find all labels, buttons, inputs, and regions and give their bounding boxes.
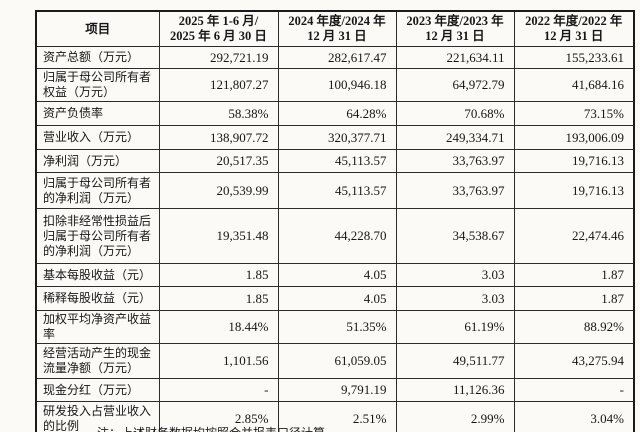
- table-row: 研发投入占营业收入的比例 2.85% 2.51% 2.99% 3.04%: [35, 401, 635, 432]
- header-line: 2023 年度/2023 年: [406, 14, 504, 28]
- header-line: 2025 年 1-6 月/: [178, 14, 259, 28]
- table-cell: 3.04%: [513, 401, 635, 432]
- table-cell: 1.87: [513, 263, 635, 287]
- table-cell: 58.38%: [158, 101, 279, 126]
- row-label: 扣除非经常性损益后归属于母公司所有者的净利润（万元）: [35, 208, 160, 264]
- table-cell: 100,946.18: [277, 68, 397, 102]
- column-header-item: 项目: [35, 10, 160, 47]
- table-cell: -: [513, 378, 635, 402]
- table-cell: 88.92%: [513, 310, 635, 344]
- table-cell: 34,538.67: [395, 208, 515, 264]
- table-cell: 18.44%: [158, 310, 279, 344]
- table-cell: 49,511.77: [395, 343, 515, 379]
- table-cell: 20,539.99: [158, 172, 279, 209]
- table-row: 基本每股收益（元） 1.85 4.05 3.03 1.87: [35, 263, 635, 287]
- table-cell: 11,126.36: [395, 378, 515, 402]
- row-label: 资产总额（万元）: [35, 46, 160, 69]
- table-cell: 70.68%: [395, 101, 515, 126]
- table-row: 加权平均净资产收益率 18.44% 51.35% 61.19% 88.92%: [35, 310, 635, 344]
- header-line: 12 月 31 日: [307, 29, 367, 43]
- table-cell: 51.35%: [277, 310, 397, 344]
- table-cell: 193,006.09: [513, 125, 635, 150]
- table-cell: 22,474.46: [513, 208, 635, 264]
- table-cell: 64.28%: [277, 101, 397, 126]
- table-cell: 1.85: [158, 286, 279, 311]
- header-line: 12 月 31 日: [425, 29, 485, 43]
- column-header-2023: 2023 年度/2023 年 12 月 31 日: [395, 10, 515, 47]
- row-label: 现金分红（万元）: [35, 378, 160, 402]
- table-row: 归属于母公司所有者权益（万元） 121,807.27 100,946.18 64…: [35, 68, 635, 102]
- table-cell: 138,907.72: [158, 125, 279, 150]
- table-cell: 19,716.13: [513, 149, 635, 173]
- table-cell: 282,617.47: [277, 46, 397, 69]
- table-cell: 41,684.16: [513, 68, 635, 102]
- table-cell: 20,517.35: [158, 149, 279, 173]
- table-cell: 1,101.56: [158, 343, 279, 379]
- table-cell: 292,721.19: [158, 46, 279, 69]
- table-cell: 33,763.97: [395, 149, 515, 173]
- table-cell: 45,113.57: [277, 149, 397, 173]
- row-label: 营业收入（万元）: [35, 125, 160, 150]
- table-row: 净利润（万元） 20,517.35 45,113.57 33,763.97 19…: [35, 149, 635, 173]
- table-cell: 64,972.79: [395, 68, 515, 102]
- row-label: 稀释每股收益（元）: [35, 286, 160, 311]
- table-cell: 44,228.70: [277, 208, 397, 264]
- table-row: 资产总额（万元） 292,721.19 282,617.47 221,634.1…: [35, 46, 635, 69]
- table-cell: 61,059.05: [277, 343, 397, 379]
- table-cell: 43,275.94: [513, 343, 635, 379]
- column-header-2022: 2022 年度/2022 年 12 月 31 日: [513, 10, 635, 47]
- table-cell: 221,634.11: [395, 46, 515, 69]
- financial-indicators-table: 项目 2025 年 1-6 月/ 2025 年 6 月 30 日 2024 年度…: [35, 10, 635, 432]
- table-cell: 2.99%: [395, 401, 515, 432]
- row-label: 归属于母公司所有者权益（万元）: [35, 68, 160, 102]
- table-cell: 320,377.71: [277, 125, 397, 150]
- table-cell: 249,334.71: [395, 125, 515, 150]
- table-cell: 4.05: [277, 263, 397, 287]
- table-cell: 155,233.61: [513, 46, 635, 69]
- column-header-2024: 2024 年度/2024 年 12 月 31 日: [277, 10, 397, 47]
- table-cell: 33,763.97: [395, 172, 515, 209]
- table-cell: 45,113.57: [277, 172, 397, 209]
- table-row: 扣除非经常性损益后归属于母公司所有者的净利润（万元） 19,351.48 44,…: [35, 208, 635, 264]
- footnote-clipped: 注：上述财务数据均按照合并报表口径计算: [97, 426, 325, 432]
- table-row: 现金分红（万元） - 9,791.19 11,126.36 -: [35, 378, 635, 402]
- table-cell: 1.87: [513, 286, 635, 311]
- table-cell: 121,807.27: [158, 68, 279, 102]
- column-header-2025: 2025 年 1-6 月/ 2025 年 6 月 30 日: [158, 10, 279, 47]
- table-cell: 19,351.48: [158, 208, 279, 264]
- row-label: 资产负债率: [35, 101, 160, 126]
- header-line: 12 月 31 日: [544, 29, 604, 43]
- table-cell: 1.85: [158, 263, 279, 287]
- table-cell: -: [158, 378, 279, 402]
- table-cell: 61.19%: [395, 310, 515, 344]
- header-line: 2025 年 6 月 30 日: [170, 29, 267, 43]
- header-line: 2024 年度/2024 年: [288, 14, 386, 28]
- table-cell: 9,791.19: [277, 378, 397, 402]
- table-cell: 73.15%: [513, 101, 635, 126]
- header-row: 项目 2025 年 1-6 月/ 2025 年 6 月 30 日 2024 年度…: [35, 10, 635, 47]
- row-label: 净利润（万元）: [35, 149, 160, 173]
- row-label: 经营活动产生的现金流量净额（万元）: [35, 343, 160, 379]
- table-row: 归属于母公司所有者的净利润（万元） 20,539.99 45,113.57 33…: [35, 172, 635, 209]
- table-row: 资产负债率 58.38% 64.28% 70.68% 73.15%: [35, 101, 635, 126]
- row-label: 加权平均净资产收益率: [35, 310, 160, 344]
- row-label: 基本每股收益（元）: [35, 263, 160, 287]
- table-cell: 3.03: [395, 263, 515, 287]
- table-row: 经营活动产生的现金流量净额（万元） 1,101.56 61,059.05 49,…: [35, 343, 635, 379]
- table-cell: 2.85%: [158, 401, 279, 432]
- table-row: 营业收入（万元） 138,907.72 320,377.71 249,334.7…: [35, 125, 635, 150]
- header-line: 2022 年度/2022 年: [525, 14, 623, 28]
- table-cell: 3.03: [395, 286, 515, 311]
- table-cell: 4.05: [277, 286, 397, 311]
- table-cell: 19,716.13: [513, 172, 635, 209]
- table-row: 稀释每股收益（元） 1.85 4.05 3.03 1.87: [35, 286, 635, 311]
- row-label: 研发投入占营业收入的比例: [35, 401, 160, 432]
- row-label: 归属于母公司所有者的净利润（万元）: [35, 172, 160, 209]
